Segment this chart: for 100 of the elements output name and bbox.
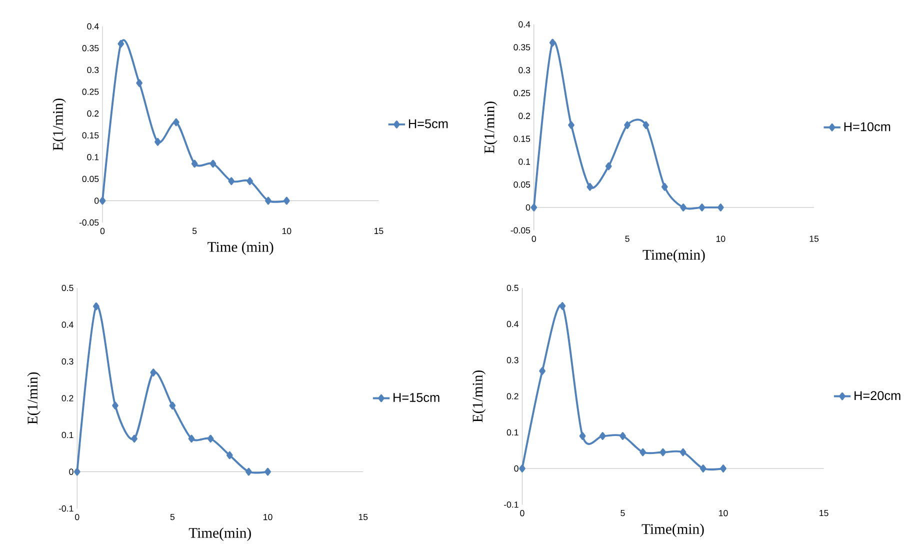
point	[246, 177, 253, 185]
y-tick-label: 0.05	[82, 176, 99, 182]
y-tick-label: 0.5	[506, 284, 518, 291]
point	[210, 160, 216, 168]
point	[74, 468, 80, 476]
y-tick-label: 0.4	[87, 23, 99, 30]
x-axis-title: Time(min)	[188, 528, 251, 541]
y-tick-label: 0.3	[518, 66, 530, 74]
x-tick-label: 15	[358, 514, 368, 520]
point	[191, 160, 198, 168]
y-tick-label: 0.15	[514, 136, 530, 142]
y-tick-label: -0.1	[504, 501, 518, 508]
point	[640, 448, 646, 456]
y-axis-title: E(1/min)	[484, 102, 498, 154]
point	[99, 196, 106, 205]
x-tick-label: 10	[716, 236, 726, 242]
y-tick-label: 0.15	[82, 132, 99, 138]
point	[519, 464, 526, 472]
point	[169, 402, 176, 410]
point	[661, 182, 668, 191]
y-tick-label: -0.05	[79, 219, 99, 226]
y-tick-label: 0.35	[82, 44, 99, 52]
x-tick-label: 0	[532, 236, 536, 242]
point	[246, 468, 252, 476]
y-tick-label: 0.3	[62, 358, 74, 365]
y-tick-label: 0.2	[506, 393, 518, 400]
y-tick-label: 0.05	[514, 181, 530, 188]
x-tick-label: 5	[625, 236, 630, 242]
point	[530, 204, 538, 212]
y-tick-label: 0.4	[506, 320, 518, 328]
y-tick-label: 0.3	[506, 356, 518, 364]
y-tick-label: 0.3	[87, 66, 99, 74]
point	[93, 302, 100, 310]
y-tick-label: 0.25	[514, 90, 530, 96]
point	[579, 432, 586, 440]
y-tick-label: 0.4	[62, 322, 74, 328]
y-axis-title: E(1/min)	[472, 370, 486, 422]
y-tick-label: 0	[69, 468, 74, 475]
legend-label: H=5cm	[408, 119, 448, 128]
point	[660, 448, 666, 456]
point	[605, 162, 612, 170]
point	[680, 204, 686, 212]
point	[720, 464, 726, 472]
x-tick-label: 0	[75, 514, 80, 520]
point	[624, 121, 630, 129]
point	[112, 402, 118, 410]
point	[568, 121, 574, 129]
legend-label: H=15cm	[394, 393, 440, 402]
x-tick-label: 5	[620, 510, 625, 516]
point	[620, 432, 626, 440]
point	[228, 177, 235, 185]
y-tick-label: 0.1	[87, 154, 99, 160]
x-axis-title: Time(min)	[642, 524, 704, 537]
y-tick-label: 0.1	[62, 432, 74, 438]
x-tick-label: 5	[192, 228, 197, 234]
y-tick-label: 0.2	[518, 112, 530, 119]
point	[150, 368, 157, 376]
point	[265, 196, 272, 205]
x-tick-label: 10	[719, 510, 728, 516]
x-tick-label: 10	[264, 514, 272, 520]
y-tick-label: 0.25	[82, 88, 99, 95]
y-tick-label: 0.5	[62, 284, 74, 291]
point	[599, 432, 606, 440]
point	[154, 138, 161, 146]
point	[172, 118, 180, 126]
point	[131, 434, 138, 443]
y-tick-label: 0.1	[506, 429, 518, 436]
point	[226, 451, 233, 460]
point	[283, 196, 290, 205]
x-tick-label: 10	[282, 228, 292, 234]
x-axis-title: Time(min)	[642, 249, 705, 263]
point	[642, 121, 650, 129]
point	[188, 434, 195, 443]
point	[680, 448, 686, 456]
y-tick-label: 0.35	[514, 44, 530, 50]
y-tick-label: 0.4	[518, 21, 530, 28]
legend-label: H=20cm	[854, 391, 900, 400]
point	[700, 464, 706, 472]
point	[118, 40, 124, 48]
point	[264, 468, 271, 476]
y-tick-label: 0	[526, 204, 530, 211]
y-tick-label: 0	[94, 198, 99, 204]
point	[698, 204, 706, 212]
x-tick-label: 0	[100, 228, 105, 234]
legend-label: H=10cm	[844, 122, 890, 132]
x-tick-label: 15	[374, 228, 384, 234]
x-tick-label: 5	[170, 514, 175, 520]
x-tick-label: 15	[810, 236, 819, 242]
y-tick-label: 0.2	[87, 110, 99, 117]
point	[586, 182, 594, 191]
point	[136, 79, 142, 87]
point	[539, 367, 546, 375]
y-tick-label: -0.05	[510, 227, 530, 234]
point	[207, 434, 214, 443]
point	[717, 204, 724, 212]
y-tick-label: 0	[514, 465, 518, 472]
y-tick-label: 0.1	[518, 158, 530, 165]
point	[549, 38, 556, 47]
point	[559, 302, 566, 310]
y-tick-label: 0.2	[62, 395, 74, 402]
